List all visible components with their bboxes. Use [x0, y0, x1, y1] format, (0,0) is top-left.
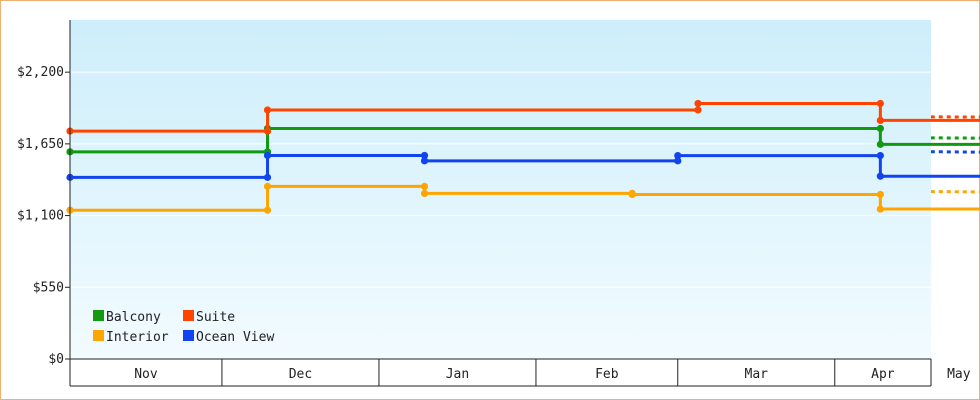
- x-tick-label: Mar: [745, 367, 769, 382]
- axes: $0 $550 $1,100 $1,650 $2,200 Nov Dec Jan Feb Mar A…: [17, 20, 971, 387]
- legend-item: Ocean View: [183, 330, 274, 345]
- legend-swatch: [183, 330, 194, 341]
- data-point: [876, 124, 884, 133]
- data-point: [420, 189, 429, 198]
- series-ocean-view: [66, 150, 980, 181]
- data-point: [263, 206, 272, 214]
- x-tick-label: May: [947, 367, 971, 382]
- data-point: [694, 99, 702, 108]
- legend-item: Interior: [93, 330, 169, 345]
- y-tick-label: $2,200: [17, 65, 64, 80]
- data-point: [263, 127, 272, 135]
- data-point: [420, 182, 429, 190]
- x-tick-label: Jan: [446, 367, 469, 382]
- legend-swatch: [93, 310, 104, 321]
- data-point: [694, 106, 702, 114]
- legend-item: Balcony: [93, 310, 161, 325]
- data-point: [876, 116, 884, 124]
- legend: Balcony Suite Interior Ocean View: [93, 310, 274, 345]
- data-point: [876, 99, 884, 108]
- data-point: [263, 173, 272, 181]
- data-point: [263, 182, 272, 190]
- data-point: [674, 157, 682, 165]
- y-tick-label: $0: [48, 352, 64, 367]
- series-layer: [66, 99, 980, 214]
- data-point: [420, 151, 429, 160]
- data-point: [674, 152, 682, 160]
- data-point: [876, 205, 884, 213]
- data-point: [420, 157, 429, 165]
- series-suite: [66, 99, 980, 135]
- data-point: [263, 106, 272, 114]
- y-tick-label: $1,650: [17, 137, 64, 152]
- data-point: [628, 190, 636, 199]
- series-interior: [66, 182, 980, 214]
- series-line: [70, 101, 980, 133]
- data-point: [263, 151, 272, 160]
- legend-label: Ocean View: [196, 330, 274, 345]
- data-point: [876, 172, 884, 180]
- legend-swatch: [93, 330, 104, 341]
- x-tick-label: Dec: [289, 367, 312, 382]
- data-point: [876, 140, 884, 148]
- grid: [70, 71, 931, 288]
- data-point: [876, 152, 884, 160]
- plot-area: [70, 20, 931, 359]
- forecast-line: [930, 190, 980, 194]
- x-tick-label: Apr: [871, 367, 895, 382]
- legend-swatch: [183, 310, 194, 321]
- forecast-line: [930, 150, 980, 154]
- legend-label: Suite: [196, 310, 235, 325]
- legend-item: Suite: [183, 310, 235, 325]
- y-tick-label: $550: [33, 280, 64, 295]
- legend-label: Interior: [106, 330, 169, 345]
- y-tick-label: $1,100: [17, 209, 64, 224]
- legend-label: Balcony: [106, 310, 161, 325]
- data-point: [876, 190, 884, 199]
- x-tick-label: Nov: [134, 367, 158, 382]
- x-tick-label: Feb: [595, 367, 619, 382]
